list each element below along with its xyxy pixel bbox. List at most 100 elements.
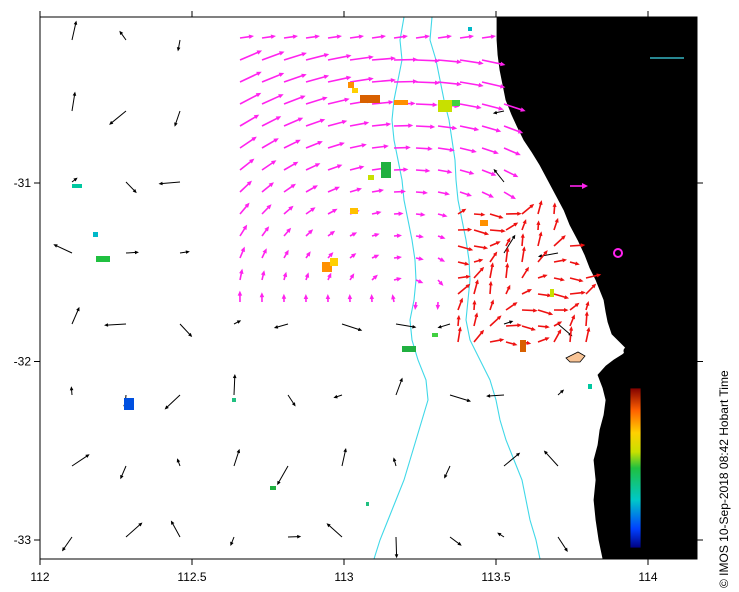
sst-patch [270,486,276,490]
glider-vector [239,93,259,105]
glider-vector-head [310,207,316,212]
glider-vector-head [248,34,254,39]
model-vector [55,244,73,254]
model-vector-head [508,320,514,324]
hf-vector-head [524,266,529,272]
hf-vector [585,313,588,327]
glider-vector [437,59,459,63]
model-vector-head [120,474,124,480]
glider-vector-head [498,106,504,111]
perth-marker[interactable] [623,346,633,356]
hf-legend-scale: 0.5m/s (1kt 6h) [558,174,631,186]
glider-vector-head [444,191,450,196]
hf-vector-head [562,258,567,263]
glider-vector-head [372,274,378,280]
hf-vector [585,274,599,279]
glider-vector-head [264,226,270,232]
hf-vector-head [580,243,586,248]
glider-vector [459,125,477,131]
hf-vector [521,325,534,331]
hf-vector [473,268,483,279]
sst-patch [350,208,358,214]
hf-vector-head [465,274,471,279]
glider-vector-head [468,34,474,39]
glider-vector-head [350,253,357,258]
hf-vector [505,302,516,311]
glider-vector-head [359,165,365,170]
glider-vector-head [281,293,287,299]
axis-ticks: 112112.5113113.5114114.5115115.5116-31-3… [14,11,703,584]
sst-patch [402,346,416,352]
glider-vector [437,147,452,151]
glider-vector-head [396,255,402,260]
model-vector-head [119,30,124,36]
glider-vector-head [417,279,424,284]
hf-vector-head [484,231,490,236]
glider-vector [503,103,524,111]
argo-marker[interactable] [613,248,623,258]
hf-vector [521,205,533,215]
glider-vector-head [346,54,352,59]
hf-vector-head [557,328,562,334]
hf-vector-head [526,340,532,345]
glider-vector-head [424,34,430,39]
glider-vector-head [259,292,265,298]
hf-vector-head [457,326,462,332]
hf-vector [505,249,509,263]
hf-vector-head [505,262,510,268]
hf-vector-head [543,250,548,255]
model-vector-head [333,394,338,399]
hf-vector-head [574,302,580,308]
hf-vector-head [560,277,565,282]
glider-vector-head [490,34,496,39]
glider-vector-head [347,294,353,300]
glider-vector-head [303,294,309,300]
model-vector [125,251,137,254]
glider-vector-head [341,119,348,125]
glider-vector-head [442,213,448,218]
glider-vector-head [282,271,288,278]
glider-vector-head [418,234,424,239]
glider-vector-head [314,163,321,168]
map-time: 00Z [524,51,549,67]
hf-vector-head [483,245,489,250]
hf-vector-head [552,202,557,208]
model-vector-head [492,110,498,115]
colorbar-tick-label: 18 [647,477,661,491]
hf-vector [569,328,573,343]
hf-vector [537,309,551,315]
model-vector [341,450,346,467]
model-vector [395,323,415,328]
x-tick-label: 112 [30,570,49,584]
glider-vector-head [466,192,472,197]
model-vector-head [559,389,565,394]
hf-vector-head [542,274,548,279]
glider-vector-head [301,73,307,78]
glider-vector-head [286,227,292,233]
glider-vector-head [256,71,262,76]
glider-vector-head [410,101,416,106]
hf-legend-title: HF radar velocity [558,146,642,158]
sst-patch [520,340,526,352]
glider-vector [261,51,282,61]
hf-vector-head [520,233,525,238]
glider-vector [239,182,251,193]
glider-vector-head [244,202,250,208]
colorbar-ticks: 21 20 19 18 17 16 [641,397,661,544]
colorbar [629,387,642,549]
hf-vector-head [545,324,550,329]
glider-vector-head [380,34,386,39]
hf-vector-head [585,301,590,306]
glider-vector [327,76,349,83]
model-vector [171,522,181,538]
bathymetry-1000m-contour [373,17,429,559]
hf-vector-head [459,297,463,303]
land-mass [496,17,697,559]
glider-vector-head [412,57,418,62]
glider-vector-head [432,102,438,107]
glider-vector-head [253,114,260,120]
hf-vector-head [490,299,495,305]
glider-vector-head [435,304,441,310]
glider-vector-head [332,208,338,214]
